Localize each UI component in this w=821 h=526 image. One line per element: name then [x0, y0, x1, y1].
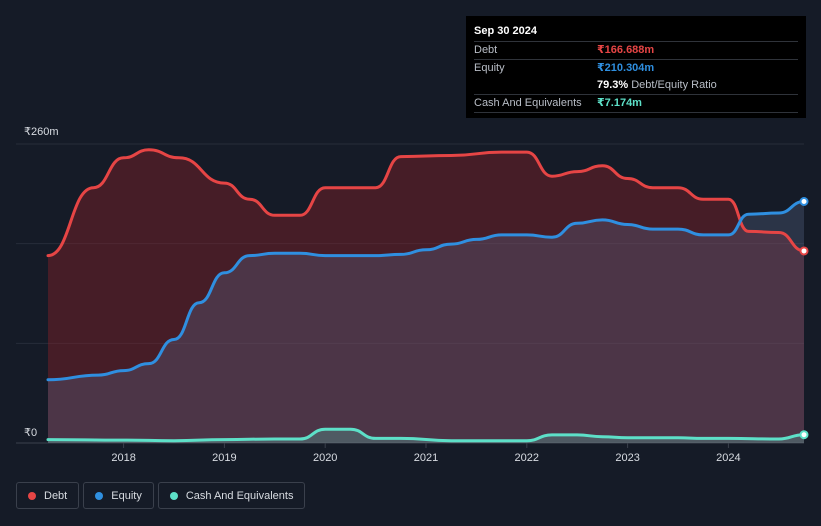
cash-dot-icon [169, 491, 178, 500]
x-tick-label: 2018 [111, 452, 135, 464]
tooltip-ratio-row: 79.3% Debt/Equity Ratio [474, 77, 798, 95]
tooltip-equity-label: Equity [474, 62, 505, 74]
tooltip-debt-row: Debt ₹166.688m [474, 42, 798, 60]
x-tick-label: 2022 [515, 452, 539, 464]
grid [16, 143, 804, 448]
legend-debt-label: Debt [44, 489, 68, 502]
tooltip-ratio-label: Debt/Equity Ratio [631, 79, 717, 91]
x-tick-label: 2023 [615, 452, 639, 464]
axis-labels: ₹0 ₹260m 2018 2019 2020 2021 2022 2023 2024 [24, 126, 741, 464]
equity-dot-icon [95, 491, 104, 500]
debt-dot-icon [28, 491, 36, 500]
tooltip-debt-value: ₹166.688m [597, 44, 655, 56]
x-tick-label: 2024 [716, 452, 740, 464]
y-tick-label: ₹0 [24, 427, 37, 439]
end-markers [799, 197, 809, 440]
series-lines [46, 148, 806, 443]
cash-end-marker [799, 430, 809, 440]
tooltip-panel: Sep 30 2024 Debt ₹166.688m Equity ₹210.3… [466, 16, 806, 118]
x-tick-label: 2020 [313, 452, 337, 464]
legend-cash-label: Cash And Equivalents [185, 489, 294, 502]
legend-equity-label: Equity [111, 489, 142, 502]
tooltip-equity-row: Equity ₹210.304m [474, 60, 798, 77]
debt-end-marker [799, 246, 809, 256]
tooltip-equity-value: ₹210.304m [597, 62, 655, 74]
legend: Debt Equity Cash And Equivalents [16, 482, 309, 509]
equity-end-marker [799, 197, 809, 206]
tooltip-cash-label: Cash And Equivalents [474, 97, 582, 109]
debt-line [46, 148, 806, 258]
equity-area [48, 201, 804, 443]
tooltip-ratio-value: 79.3% [597, 79, 629, 91]
tooltip-date: Sep 30 2024 [474, 23, 798, 42]
y-tick-label: ₹260m [24, 126, 59, 138]
legend-item-equity[interactable]: Equity [83, 482, 154, 509]
tooltip-cash-row: Cash And Equivalents ₹7.174m [474, 95, 798, 113]
x-tick-label: 2021 [414, 452, 438, 464]
legend-item-cash[interactable]: Cash And Equivalents [157, 482, 306, 509]
tooltip-cash-value: ₹7.174m [597, 97, 642, 109]
legend-item-debt[interactable]: Debt [16, 482, 80, 509]
tooltip-debt-label: Debt [474, 44, 498, 56]
equity-line [46, 200, 806, 382]
x-tick-label: 2019 [212, 452, 236, 464]
cash-line [46, 427, 806, 443]
